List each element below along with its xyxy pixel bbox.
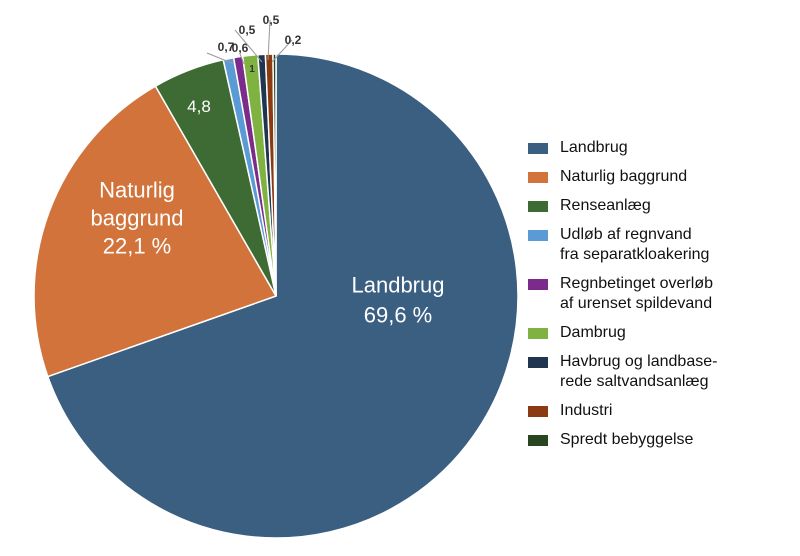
legend-item-3: Renseanlæg [528,196,788,216]
legend-item-5: Regnbetinget overløb af urenset spildeva… [528,274,788,314]
legend-label: Udløb af regnvand fra separatkloakering [560,226,710,263]
legend-swatch [528,435,548,446]
legend-item-2: Naturlig baggrund [528,167,788,187]
legend-item-9: Spredt bebyggelse [528,430,788,450]
legend-item-1: Landbrug [528,138,788,158]
pie-slice-2 [33,85,278,378]
pie-slice-9 [272,53,277,297]
legend-item-6: Dambrug [528,323,788,343]
legend-swatch [528,279,548,290]
legend-item-4: Udløb af regnvand fra separatkloakering [528,225,788,265]
legend-label: Landbrug [560,139,628,156]
slice-label-9: 0,2 [285,33,302,47]
slice-label-3: 4,8 [187,97,211,116]
slice-label-2: Naturlig baggrund 22,1 % [91,178,184,259]
slice-label-1: Landbrug 69,6 % [352,273,445,328]
legend-swatch [528,143,548,154]
legend: Landbrug Naturlig baggrund Renseanlæg Udløb… [528,138,788,459]
legend-item-8: Industri [528,401,788,421]
legend-item-7: Havbrug og landbase- rede saltvandsanlæg [528,352,788,392]
leader-line-7 [234,29,263,63]
legend-label: Havbrug og landbase- rede saltvandsanlæg [560,353,718,390]
legend-swatch [528,201,548,212]
legend-label: Dambrug [560,324,626,341]
slice-label-6: 1 [249,64,255,75]
leader-line-4 [206,52,235,65]
slice-label-4: 0,7 [218,40,235,54]
pie-slice-1 [46,53,519,539]
legend-swatch [528,230,548,241]
legend-swatch [528,328,548,339]
leader-line-8 [267,19,271,61]
legend-label: Spredt bebyggelse [560,431,694,448]
slice-label-7: 0,5 [239,23,256,37]
slice-label-8: 0,5 [263,13,280,27]
legend-swatch [528,172,548,183]
legend-label: Industri [560,402,613,419]
legend-label: Renseanlæg [560,197,651,214]
legend-label: Regnbetinget overløb af urenset spildeva… [560,275,713,312]
slice-label-5: 0,6 [232,41,249,55]
legend-swatch [528,357,548,368]
legend-label: Naturlig baggrund [560,168,688,185]
leader-line-5 [239,53,245,65]
leader-line-9 [271,39,293,63]
legend-swatch [528,406,548,417]
